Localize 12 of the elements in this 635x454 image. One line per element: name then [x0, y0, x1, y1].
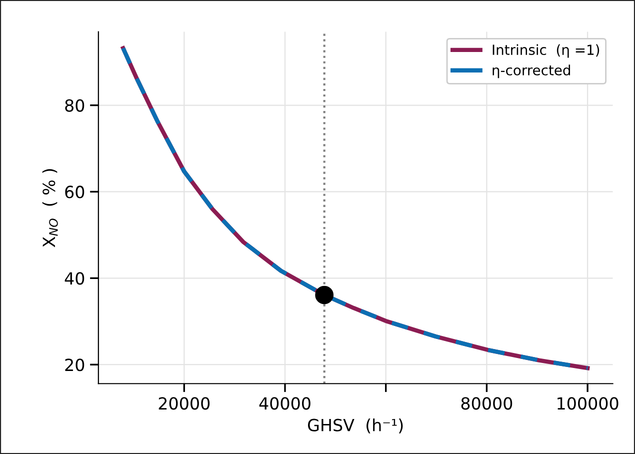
y-tick-label: 80: [65, 99, 84, 112]
x-tick-label: 100000: [558, 397, 618, 410]
legend-label: Intrinsic (η =1): [492, 44, 600, 58]
x-tick-label: 40000: [259, 397, 310, 410]
x-tick-label: 80000: [461, 397, 512, 410]
y-axis-title: X$_{NO}$ ( % ): [42, 169, 58, 248]
y-tick-label: 40: [64, 272, 84, 285]
x-tick-label: 20000: [158, 397, 210, 410]
y-tick-label: 60: [65, 186, 84, 198]
legend-label: η-corrected: [492, 64, 570, 78]
x-axis-title: GHSV (h⁻¹): [308, 418, 403, 434]
y-tick-label: 20: [65, 358, 84, 372]
